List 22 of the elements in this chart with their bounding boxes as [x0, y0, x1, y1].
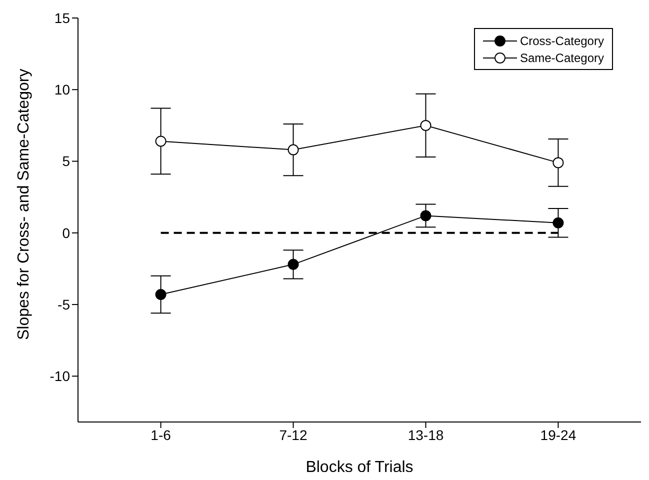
point	[420, 120, 432, 131]
point	[552, 217, 564, 228]
point	[420, 210, 432, 222]
x-tick-label: 19-24	[540, 426, 576, 443]
y-tick-label: 15	[54, 10, 70, 26]
y-tick-label: 5	[62, 153, 70, 170]
legend-label: Cross-Category	[520, 34, 604, 48]
y-tick-label: 0	[62, 224, 70, 241]
x-tick-label: 13-18	[408, 426, 444, 443]
point	[288, 258, 299, 270]
legend-label: Same-Category	[520, 50, 604, 64]
x-tick-label: 7-12	[279, 426, 308, 443]
y-tick-label: 10	[54, 82, 70, 98]
point	[155, 288, 166, 300]
point	[288, 144, 299, 156]
point	[552, 157, 564, 168]
y-tick-label: -10	[50, 368, 70, 384]
x-axis-title: Blocks of Trials	[306, 459, 414, 476]
x-tick-label: 1-6	[150, 426, 172, 443]
y-tick-label: -5	[58, 296, 70, 312]
point	[155, 136, 166, 147]
y-axis-title: Slopes for Cross- and Same-Category	[16, 68, 33, 340]
